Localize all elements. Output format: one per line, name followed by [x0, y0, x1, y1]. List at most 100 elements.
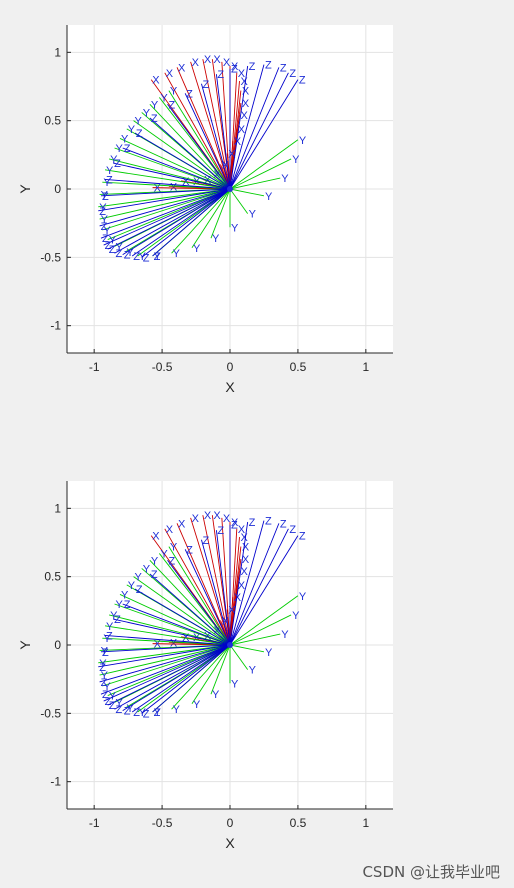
watermark: CSDN @让我毕业吧	[362, 863, 500, 881]
vector-line	[119, 138, 231, 190]
x-tick-label: 0.5	[290, 360, 307, 374]
vector-end-label: Z	[299, 75, 306, 87]
vector-line	[201, 539, 231, 646]
vector-end-label: Z	[154, 707, 161, 719]
vector-line	[134, 132, 231, 190]
vector-line	[114, 188, 231, 254]
vector-end-label: Z	[202, 79, 209, 91]
vector-end-label: Z	[151, 569, 158, 581]
vector-end-label: X	[204, 54, 212, 66]
vector-end-label: Z	[124, 706, 131, 718]
vector-line	[100, 188, 231, 239]
vector-end-label: Z	[202, 535, 209, 547]
vector-line	[190, 517, 231, 646]
vector-line	[149, 573, 231, 646]
vector-line	[184, 93, 231, 190]
vector-end-label: X	[223, 57, 231, 69]
vector-line	[229, 614, 292, 646]
x-tick-label: 0	[227, 816, 234, 830]
vector-end-label: Y	[121, 589, 129, 601]
vector-end-label: Y	[299, 591, 307, 603]
vector-line	[99, 188, 231, 227]
vector-line	[210, 188, 231, 239]
vector-line	[102, 188, 231, 231]
vector-end-label: X	[242, 86, 250, 98]
vector-line	[131, 644, 231, 713]
vector-end-label: Z	[249, 61, 256, 73]
vector-end-label: Z	[109, 244, 116, 256]
vector-end-label: Y	[103, 177, 111, 189]
vector-end-label: Z	[102, 233, 109, 245]
x-tick-label: 1	[362, 816, 369, 830]
vector-line	[229, 644, 265, 653]
vector-end-label: Z	[231, 64, 238, 76]
vector-line	[108, 158, 231, 190]
vector-end-label: Z	[109, 700, 116, 712]
vector-end-label: Y	[116, 599, 124, 611]
vector-line	[229, 67, 280, 190]
vector-line	[133, 576, 231, 646]
vector-line	[229, 528, 289, 646]
vector-end-label: Z	[265, 516, 272, 528]
vector-end-label: X	[241, 566, 249, 578]
x-tick-label: 1	[362, 360, 369, 374]
vector-end-label: Y	[101, 670, 109, 682]
y-tick-label: -0.5	[40, 250, 61, 264]
x-tick-label: -1	[89, 360, 100, 374]
vector-line	[152, 187, 231, 190]
vector-end-label: X	[238, 524, 246, 536]
vector-end-label: Y	[160, 92, 168, 104]
vector-end-label: Y	[265, 191, 273, 203]
vector-line	[141, 644, 231, 714]
vector-line	[100, 188, 231, 197]
y-tick-label: 0	[54, 638, 61, 652]
vector-line	[229, 188, 265, 197]
vector-end-label: Y	[173, 704, 181, 716]
vector-end-label: X	[231, 517, 239, 529]
vector-line	[171, 188, 231, 254]
vector-end-label: Z	[151, 113, 158, 125]
vector-line	[131, 188, 231, 257]
vector-end-label: Z	[102, 647, 109, 659]
vector-line	[103, 644, 231, 702]
vector-line	[229, 523, 280, 646]
vector-end-label: Y	[292, 154, 300, 166]
vector-line	[134, 588, 231, 646]
vector-end-label: Z	[124, 250, 131, 262]
vector-line	[229, 65, 249, 190]
vector-line	[176, 523, 231, 646]
vector-end-label: Z	[217, 69, 224, 81]
vector-end-label: X	[238, 68, 246, 80]
vector-end-label: Z	[280, 62, 287, 74]
x-tick-label: -0.5	[152, 360, 173, 374]
vector-end-label: X	[166, 524, 174, 536]
vector-line	[164, 528, 231, 646]
vector-end-label: Z	[99, 662, 106, 674]
vector-line	[141, 188, 231, 258]
vector-end-label: Z	[116, 704, 123, 716]
vector-end-label: Z	[136, 584, 143, 596]
vector-line	[215, 74, 231, 190]
vector-line	[107, 644, 231, 696]
vector-end-label: Y	[110, 154, 118, 166]
vector-line	[229, 595, 299, 646]
vector-line	[164, 72, 231, 190]
vector-end-label: Y	[170, 86, 178, 98]
vector-end-label: Z	[105, 240, 112, 252]
vector-line	[202, 59, 231, 190]
vector-end-label: Z	[114, 614, 121, 626]
vector-end-label: X	[231, 61, 239, 73]
vector-end-label: Z	[124, 143, 131, 155]
vector-end-label: Z	[106, 630, 113, 642]
vector-line	[152, 188, 231, 257]
vector-line	[201, 83, 231, 190]
vector-end-label: X	[152, 75, 160, 87]
vector-line	[171, 644, 231, 710]
vector-end-label: X	[228, 604, 236, 616]
x-tick-label: 0	[227, 360, 234, 374]
vector-end-label: Y	[106, 165, 114, 177]
vector-line	[114, 147, 231, 190]
vector-end-label: X	[154, 639, 162, 651]
